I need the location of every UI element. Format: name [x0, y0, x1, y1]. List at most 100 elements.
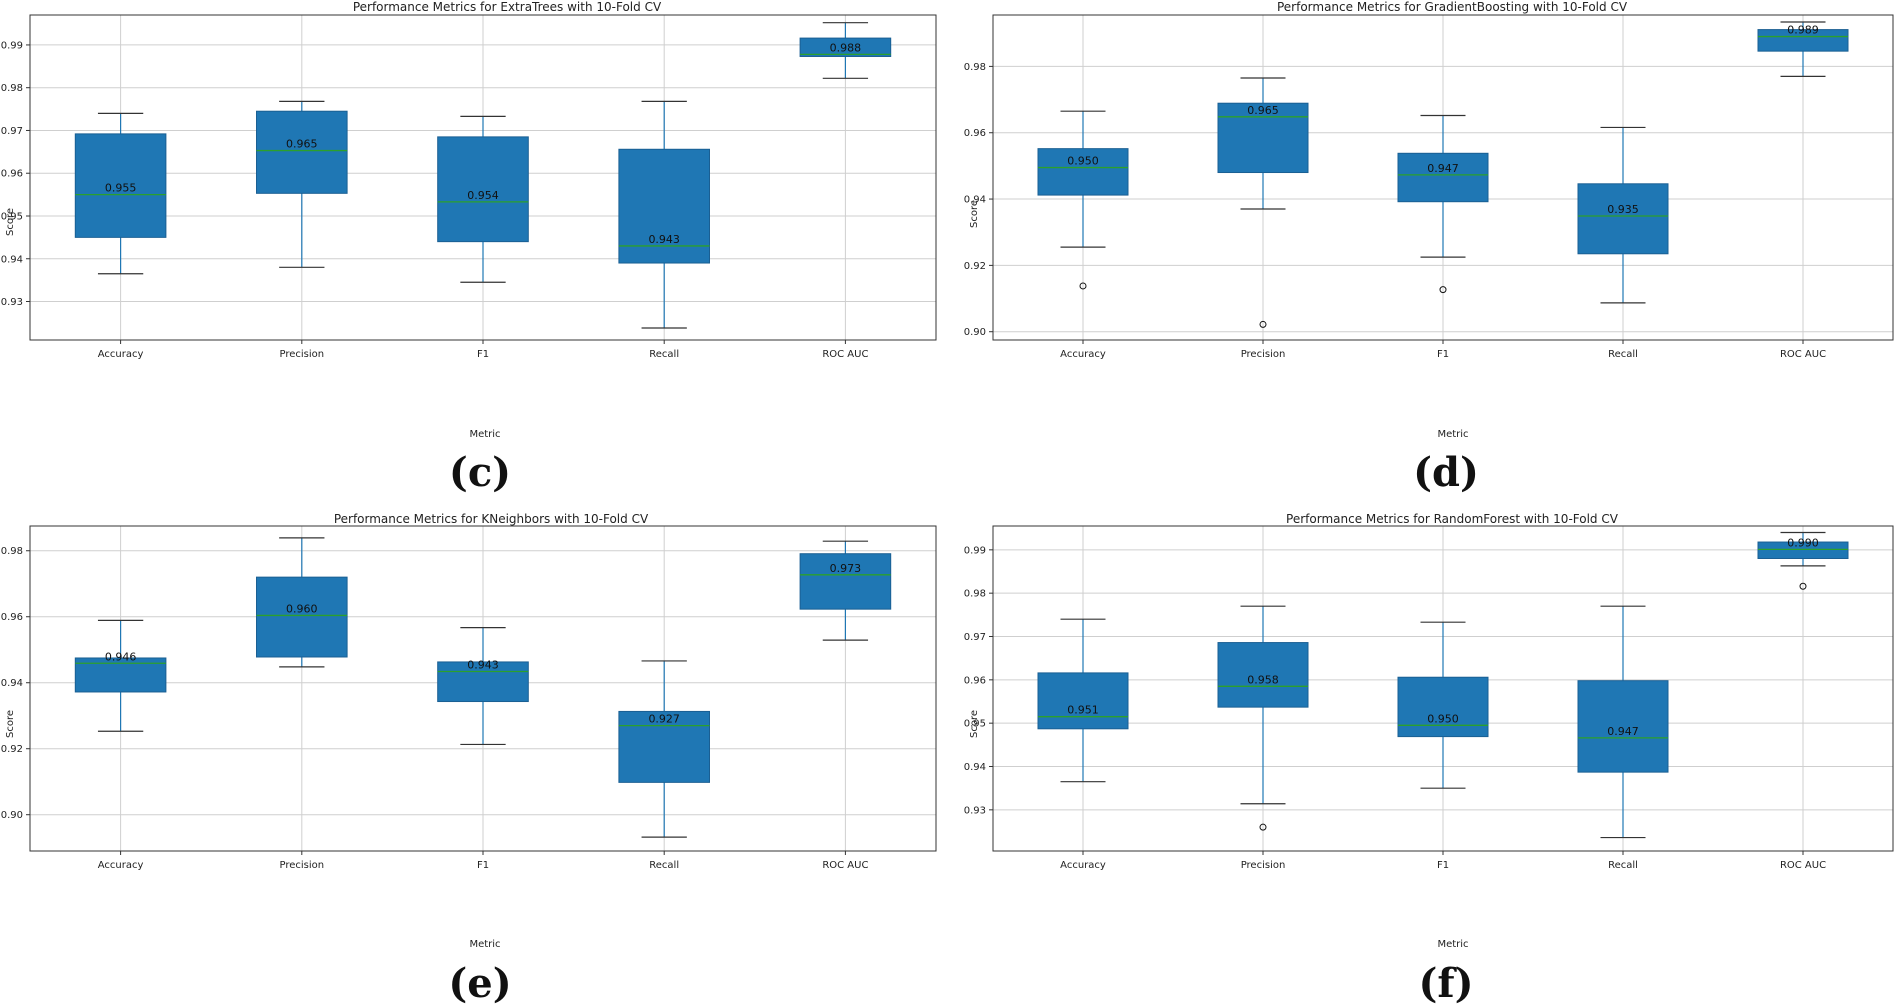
box-iqr: [256, 576, 348, 658]
box-roc-auc: 0.973: [799, 540, 892, 641]
mean-label: 0.965: [1247, 104, 1279, 117]
box-precision: 0.965: [1217, 77, 1309, 328]
box-iqr: [1397, 152, 1489, 203]
y-tick-label: 0.97: [964, 632, 986, 643]
y-tick-label: 0.99: [1, 40, 23, 51]
y-tick-label: 0.96: [1, 612, 23, 623]
y-tick-label: 0.94: [1, 254, 23, 265]
box-iqr: [1217, 102, 1309, 174]
x-tick-label: Accuracy: [1060, 349, 1106, 360]
x-tick-label: ROC AUC: [822, 860, 868, 871]
x-axis-label: Metric: [1437, 939, 1468, 950]
x-tick-label: Accuracy: [98, 860, 144, 871]
box-recall: 0.935: [1577, 126, 1669, 304]
box-iqr: [618, 710, 711, 783]
axes-frame: [992, 525, 1894, 852]
chart-title: Performance Metrics for ExtraTrees with …: [353, 0, 662, 14]
box-recall: 0.947: [1577, 605, 1669, 839]
panel-e-kneighbors: 0.90 0.92 0.94 0.96 0.98 Accuracy Precision F1 R…: [1, 512, 937, 1007]
box-iqr: [1577, 680, 1669, 773]
axes-frame: [29, 525, 937, 852]
box-accuracy: 0.955: [74, 112, 167, 275]
mean-label: 0.946: [105, 650, 137, 663]
y-tick-label: 0.93: [964, 805, 986, 816]
mean-label: 0.954: [467, 189, 499, 202]
y-tick-label: 0.92: [1, 744, 23, 755]
mean-label: 0.955: [105, 182, 137, 195]
box-precision: 0.958: [1217, 605, 1309, 831]
mean-label: 0.990: [1787, 536, 1819, 549]
axes-frame: [29, 14, 937, 341]
box-precision: 0.960: [256, 537, 348, 668]
chart-title: Performance Metrics for RandomForest wit…: [1286, 512, 1619, 526]
box-f1: 0.954: [437, 115, 529, 283]
x-tick-label: F1: [1437, 860, 1449, 871]
mean-label: 0.935: [1607, 203, 1639, 216]
mean-label: 0.960: [286, 602, 318, 615]
box-accuracy: 0.946: [74, 619, 167, 732]
mean-label: 0.989: [1787, 24, 1819, 37]
box-iqr: [618, 148, 711, 264]
x-tick-label: Precision: [279, 860, 324, 871]
y-tick-label: 0.95: [964, 719, 986, 730]
x-tick-label: ROC AUC: [1780, 860, 1826, 871]
box-precision: 0.965: [256, 100, 348, 268]
y-tick-label: 0.97: [1, 126, 23, 137]
x-tick-label: Precision: [1241, 349, 1286, 360]
y-tick-label: 0.98: [964, 62, 986, 73]
x-axis-label: Metric: [469, 939, 500, 950]
box-roc-auc: 0.988: [799, 22, 892, 79]
box-f1: 0.943: [437, 627, 529, 746]
box-iqr: [437, 136, 529, 243]
y-tick-label: 0.90: [1, 810, 23, 821]
box-f1: 0.947: [1397, 114, 1489, 294]
box-roc-auc: 0.990: [1757, 531, 1849, 590]
y-tick-label: 0.94: [1, 678, 23, 689]
panel-caption: (d): [1413, 449, 1479, 496]
chart-title: Performance Metrics for KNeighbors with …: [334, 512, 649, 526]
x-tick-label: F1: [477, 860, 489, 871]
mean-label: 0.943: [467, 659, 499, 672]
x-tick-label: Recall: [1608, 349, 1638, 360]
box-iqr: [74, 133, 167, 238]
box-accuracy: 0.950: [1037, 110, 1129, 290]
x-tick-label: Accuracy: [1060, 860, 1106, 871]
y-tick-label: 0.96: [964, 128, 986, 139]
box-roc-auc: 0.989: [1757, 21, 1849, 77]
y-tick-label: 0.95: [1, 211, 23, 222]
y-tick-label: 0.92: [964, 261, 986, 272]
chart-title: Performance Metrics for GradientBoosting…: [1277, 0, 1628, 14]
y-tick-label: 0.96: [964, 675, 986, 686]
panel-caption: (c): [449, 449, 511, 496]
box-iqr: [256, 110, 348, 194]
box-f1: 0.950: [1397, 621, 1489, 789]
box-iqr: [1757, 29, 1849, 52]
y-tick-label: 0.96: [1, 169, 23, 180]
mean-label: 0.973: [830, 562, 862, 575]
x-tick-label: Precision: [1241, 860, 1286, 871]
panel-caption: (e): [448, 960, 511, 1007]
y-tick-label: 0.94: [964, 762, 986, 773]
x-tick-label: F1: [477, 349, 489, 360]
x-axis-label: Metric: [469, 429, 500, 440]
mean-label: 0.965: [286, 138, 318, 151]
outlier-point: [1799, 582, 1807, 590]
box-recall: 0.927: [618, 660, 711, 838]
y-tick-label: 0.90: [964, 327, 986, 338]
panel-d-gradientboosting: 0.90 0.92 0.94 0.96 0.98 Accuracy Precision F1 R…: [964, 0, 1894, 496]
outlier-point: [1259, 823, 1267, 831]
y-axis-label: Score: [5, 208, 16, 236]
panel-c-extratrees: 0.93 0.94 0.95 0.96 0.97 0.98 0.99 Accuracy Prec…: [1, 0, 937, 496]
y-tick-label: 0.98: [1, 83, 23, 94]
y-axis-label: Score: [969, 710, 980, 738]
mean-label: 0.943: [648, 233, 680, 246]
box-iqr: [1217, 642, 1309, 708]
mean-label: 0.988: [830, 41, 862, 54]
x-tick-label: Precision: [279, 349, 324, 360]
x-tick-label: Accuracy: [98, 349, 144, 360]
y-axis-label: Score: [5, 710, 16, 738]
outlier-point: [1079, 282, 1087, 290]
mean-label: 0.947: [1427, 162, 1459, 175]
box-recall: 0.943: [618, 100, 711, 329]
box-iqr: [799, 37, 892, 57]
